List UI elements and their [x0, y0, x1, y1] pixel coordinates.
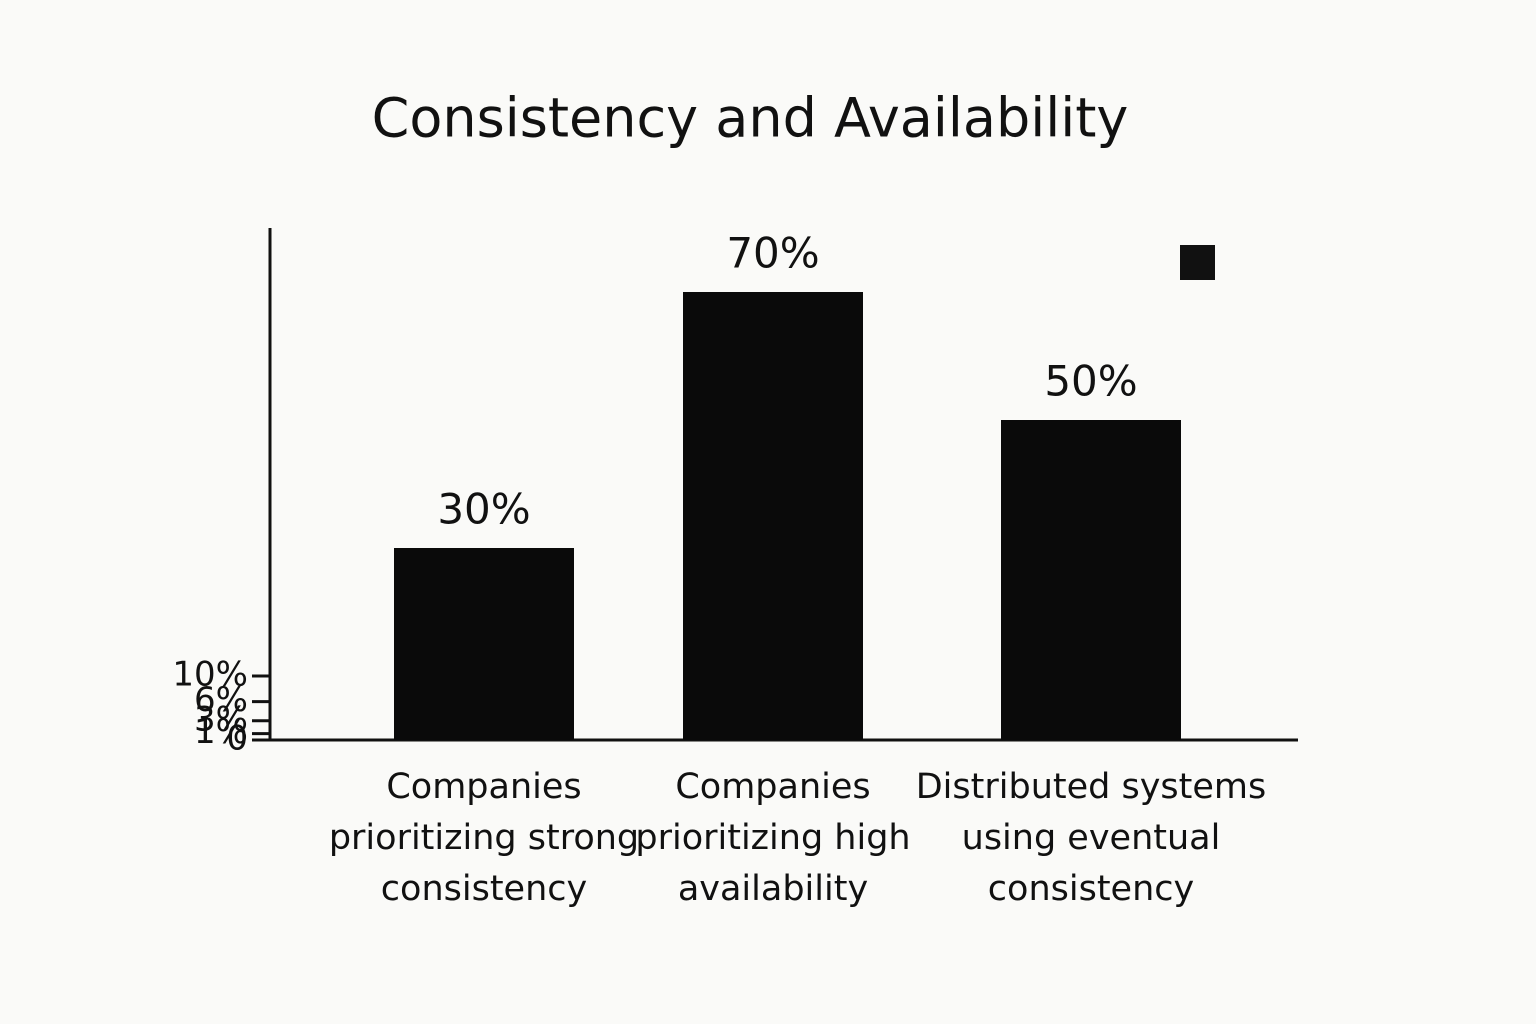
x-tick-label: Companies prioritizing high availability: [635, 767, 911, 909]
data-label: 70%: [726, 229, 819, 278]
y-tick-label: 1%: [194, 712, 248, 752]
bar: [683, 292, 863, 740]
y-tick-label: 6%: [194, 680, 248, 720]
y-tick-label: 3%: [194, 699, 248, 739]
x-tick-label: Companies prioritizing strong consistenc…: [328, 767, 640, 909]
y-tick-label: 10%: [172, 655, 248, 695]
y-tick-label: 0: [226, 719, 248, 759]
chart-title: Consistency and Availability: [372, 87, 1129, 150]
x-tick-label: Distributed systems using eventual consi…: [915, 767, 1267, 909]
bar: [394, 548, 574, 740]
bar: [1001, 420, 1181, 740]
legend-swatch: [1180, 245, 1215, 280]
data-label: 30%: [437, 485, 530, 534]
data-label: 50%: [1044, 357, 1137, 406]
